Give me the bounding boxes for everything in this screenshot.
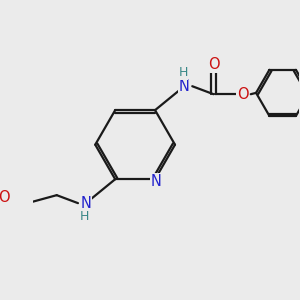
Text: O: O	[237, 87, 249, 102]
Text: N: N	[80, 196, 92, 211]
Text: N: N	[179, 79, 190, 94]
Text: O: O	[0, 190, 9, 205]
Text: H: H	[178, 66, 188, 80]
Text: O: O	[208, 58, 219, 73]
Text: N: N	[151, 174, 162, 189]
Text: H: H	[80, 210, 89, 223]
